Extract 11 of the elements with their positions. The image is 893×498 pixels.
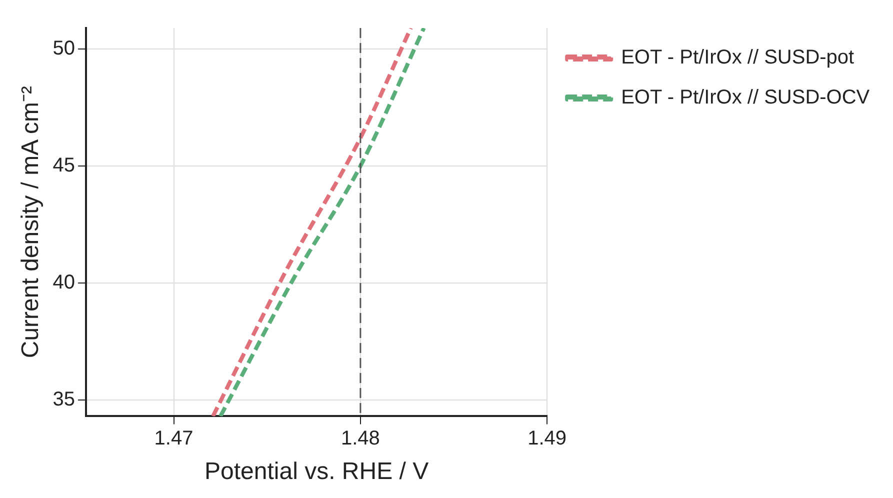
x-axis-title: Potential vs. RHE / V	[204, 458, 429, 486]
y-axis-title: Current density / mA cm⁻²	[17, 86, 44, 358]
y-tick-label: 50	[52, 38, 76, 60]
y-tick-label: 45	[52, 154, 76, 176]
x-tick-label: 1.47	[154, 428, 194, 450]
legend-label: EOT - Pt/IrOx // SUSD-pot	[621, 46, 855, 69]
y-tick-label: 40	[52, 271, 76, 294]
legend-label: EOT - Pt/IrOx // SUSD-OCV	[621, 86, 870, 109]
x-tick-label: 1.48	[340, 428, 380, 450]
x-tick-label: 1.49	[528, 428, 567, 450]
y-tick-label: 35	[52, 388, 76, 410]
